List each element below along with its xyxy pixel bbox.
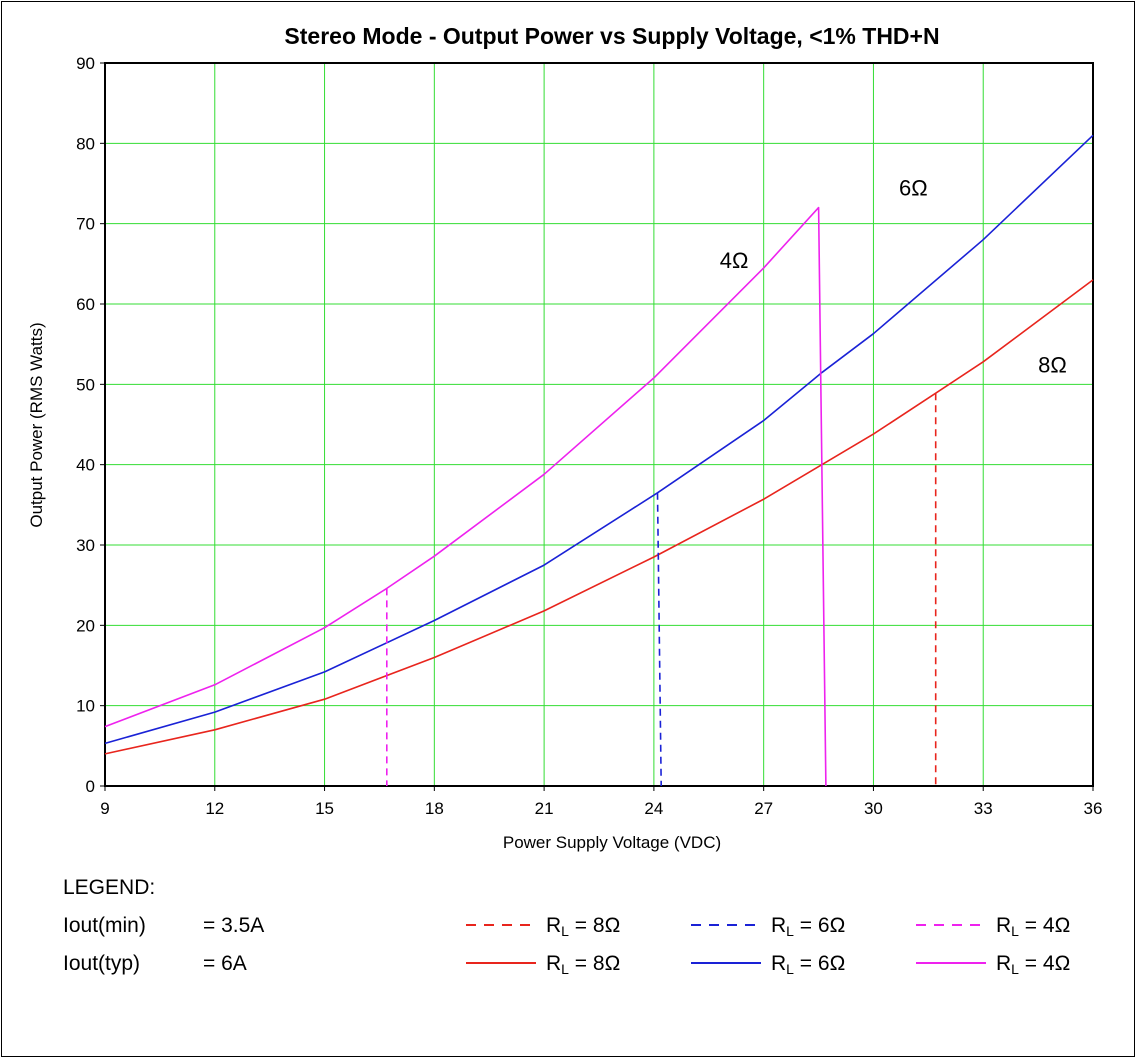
series-line-solid-0 [104, 279, 1094, 755]
y-tick-label-4: 40 [76, 456, 95, 475]
x-tick-label-3: 18 [425, 799, 444, 818]
x-tick-label-2: 15 [315, 799, 334, 818]
y-tick-label-5: 50 [76, 375, 95, 394]
chart-title: Stereo Mode - Output Power vs Supply Vol… [284, 23, 939, 49]
series-line-dashed-4 [656, 492, 662, 787]
x-tick-label-8: 33 [974, 799, 993, 818]
annotation-label-0: 4Ω [720, 248, 749, 273]
legend-note-label-min: Iout(min) [63, 914, 146, 937]
legend-heading: LEGEND: [63, 876, 155, 899]
x-axis-ticks: 9 12 15 18 21 24 27 30 33 36 [100, 786, 1102, 818]
grid [105, 63, 1093, 786]
legend-note-value-min: = 3.5A [203, 914, 264, 937]
x-tick-label-9: 36 [1084, 799, 1103, 818]
y-axis-label: Output Power (RMS Watts) [27, 322, 46, 527]
y-axis-ticks: 0 10 20 30 40 50 60 70 80 90 [76, 54, 105, 796]
legend-entry-dashed-0: RL = 8Ω [546, 914, 620, 939]
annotations: 4Ω 6Ω 8Ω [720, 176, 1067, 378]
y-tick-label-8: 80 [76, 134, 95, 153]
annotation-label-2: 8Ω [1038, 352, 1067, 377]
legend-entry-solid-2: RL = 4Ω [996, 952, 1070, 977]
series-line-solid-1 [104, 134, 1094, 745]
y-tick-label-1: 10 [76, 697, 95, 716]
y-tick-label-7: 70 [76, 215, 95, 234]
legend-note-value-typ: = 6A [203, 952, 247, 975]
x-tick-label-7: 30 [864, 799, 883, 818]
legend-rows: RL = 8Ω RL = 6Ω RL = 4Ω RL = 8Ω RL = 6Ω RL = … [466, 914, 1070, 977]
y-tick-label-3: 30 [76, 536, 95, 555]
legend-note-label-typ: Iout(typ) [63, 952, 140, 975]
x-tick-label-6: 27 [754, 799, 773, 818]
x-tick-label-0: 9 [100, 799, 109, 818]
y-tick-label-6: 60 [76, 295, 95, 314]
x-tick-label-4: 21 [535, 799, 554, 818]
y-tick-label-0: 0 [86, 777, 95, 796]
legend-entry-solid-0: RL = 8Ω [546, 952, 620, 977]
legend: LEGEND: Iout(min) = 3.5A Iout(typ) = 6A … [63, 876, 1070, 977]
legend-entry-solid-1: RL = 6Ω [771, 952, 845, 977]
annotation-label-1: 6Ω [899, 176, 928, 201]
series-line-solid-2 [104, 206, 827, 787]
y-tick-label-9: 90 [76, 54, 95, 73]
legend-entry-dashed-2: RL = 4Ω [996, 914, 1070, 939]
y-tick-label-2: 20 [76, 616, 95, 635]
x-tick-label-5: 24 [644, 799, 663, 818]
plot-border [104, 62, 1094, 787]
x-axis-label: Power Supply Voltage (VDC) [503, 833, 721, 852]
series-group [104, 134, 1094, 787]
legend-entry-dashed-1: RL = 6Ω [771, 914, 845, 939]
x-tick-label-1: 12 [205, 799, 224, 818]
